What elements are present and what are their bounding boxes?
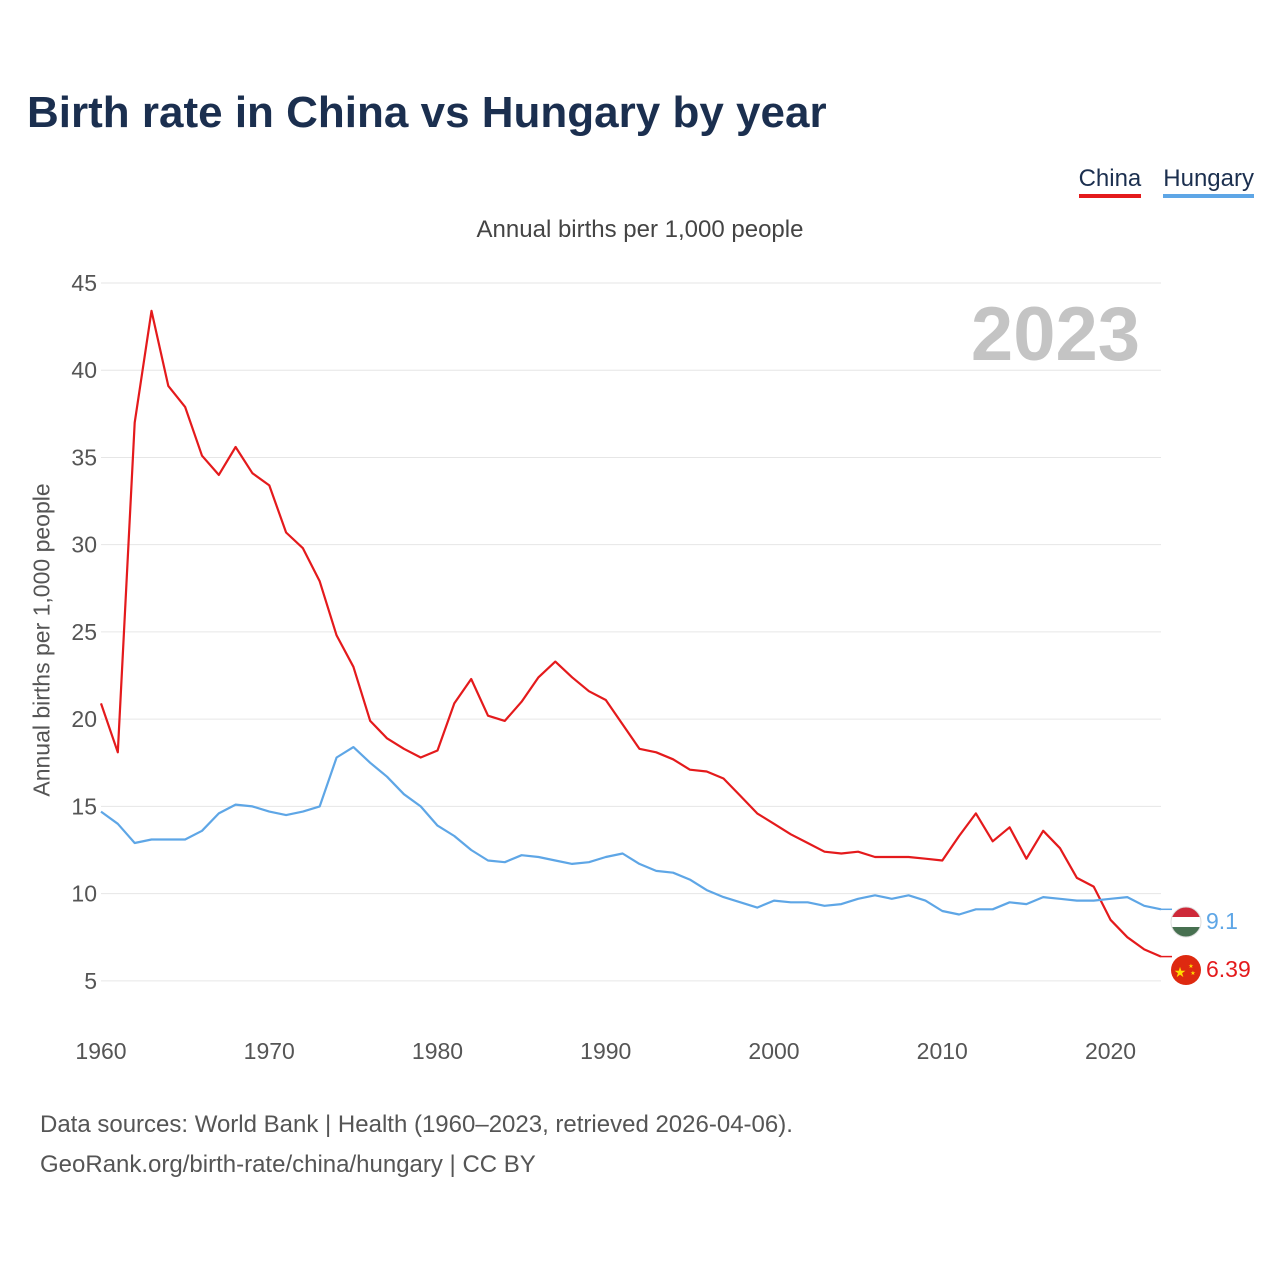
y-tick-label: 45 bbox=[71, 270, 97, 296]
svg-text:★: ★ bbox=[1188, 963, 1193, 970]
x-tick-label: 1990 bbox=[580, 1038, 631, 1064]
footer-sources: Data sources: World Bank | Health (1960–… bbox=[40, 1111, 793, 1138]
svg-text:★: ★ bbox=[1174, 965, 1187, 981]
x-tick-label: 2020 bbox=[1085, 1038, 1136, 1064]
series-lines bbox=[99, 309, 1172, 958]
y-tick-label: 15 bbox=[71, 793, 97, 819]
footer: Data sources: World Bank | Health (1960–… bbox=[40, 1105, 793, 1185]
series-line-china[interactable] bbox=[99, 309, 1162, 958]
china-flag-icon: ★ ★ ★ bbox=[1171, 955, 1201, 985]
grid-lines bbox=[101, 282, 1161, 982]
chart-title: Birth rate in China vs Hungary by year bbox=[27, 88, 827, 137]
y-tick-label: 40 bbox=[71, 357, 97, 383]
svg-text:★: ★ bbox=[1190, 970, 1195, 977]
series-line-hungary[interactable] bbox=[100, 745, 1162, 916]
footer-link[interactable]: GeoRank.org/birth-rate/china/hungary | C… bbox=[40, 1151, 536, 1178]
legend-item-china[interactable]: China bbox=[1078, 165, 1142, 198]
x-tick-label: 1970 bbox=[244, 1038, 295, 1064]
hungary-flag-icon bbox=[1170, 906, 1202, 938]
axis-ticks: 5 10 15 20 25 30 35 40 45 1960 1970 1980 1990 2000 201… bbox=[71, 270, 1136, 1064]
y-tick-label: 20 bbox=[71, 706, 97, 732]
y-tick-label: 35 bbox=[71, 444, 97, 470]
year-watermark: 2023 bbox=[971, 292, 1140, 377]
x-tick-label: 2000 bbox=[748, 1038, 799, 1064]
y-tick-label: 5 bbox=[84, 968, 97, 994]
y-tick-label: 25 bbox=[71, 619, 97, 645]
legend-item-hungary[interactable]: Hungary bbox=[1163, 165, 1254, 198]
end-label-hungary: 9.1 bbox=[1206, 908, 1238, 934]
x-tick-label: 1960 bbox=[75, 1038, 126, 1064]
y-tick-label: 30 bbox=[71, 532, 97, 558]
legend: China Hungary bbox=[1078, 165, 1254, 198]
x-tick-label: 2010 bbox=[917, 1038, 968, 1064]
y-tick-label: 10 bbox=[71, 881, 97, 907]
x-tick-label: 1980 bbox=[412, 1038, 463, 1064]
end-label-china: 6.39 bbox=[1206, 956, 1251, 982]
chart-subtitle: Annual births per 1,000 people bbox=[476, 216, 804, 243]
